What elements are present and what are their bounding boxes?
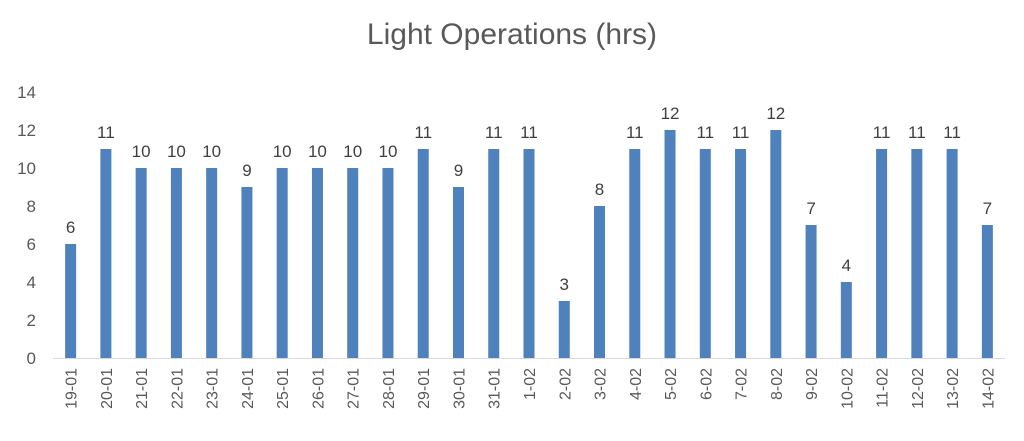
bar <box>488 149 500 358</box>
bar <box>311 168 323 358</box>
x-tick-label: 24-01 <box>240 368 257 409</box>
x-tick-label: 19-01 <box>64 368 81 409</box>
data-label: 11 <box>520 123 538 142</box>
bar <box>452 187 464 358</box>
data-label: 4 <box>842 256 851 275</box>
data-label: 11 <box>696 123 714 142</box>
y-tick-label: 4 <box>27 273 36 292</box>
data-label: 11 <box>626 123 644 142</box>
x-tick-label: 10-02 <box>839 368 856 409</box>
bar <box>135 168 147 358</box>
x-tick-label: 11-02 <box>875 368 892 408</box>
y-tick-label: 8 <box>27 197 36 216</box>
x-tick-label: 30-01 <box>451 368 468 409</box>
data-label: 12 <box>661 104 680 123</box>
bar <box>100 149 112 358</box>
bar <box>981 225 993 358</box>
data-label: 11 <box>732 123 750 142</box>
bar <box>735 149 747 358</box>
data-label: 10 <box>202 142 221 161</box>
bar <box>699 149 711 358</box>
x-tick-label: 8-02 <box>769 368 786 400</box>
data-label: 10 <box>343 142 362 161</box>
x-tick-label: 4-02 <box>628 368 645 400</box>
bar <box>65 244 77 358</box>
x-tick-label: 2-02 <box>557 368 574 400</box>
bar <box>523 149 535 358</box>
chart-title: Light Operations (hrs) <box>366 18 658 51</box>
bars <box>65 130 993 358</box>
x-tick-label: 20-01 <box>99 368 116 409</box>
data-label: 11 <box>97 123 115 142</box>
bar <box>382 168 394 358</box>
data-label: 9 <box>242 161 251 180</box>
data-label: 10 <box>167 142 186 161</box>
bar <box>911 149 923 358</box>
y-tick-label: 10 <box>17 159 36 178</box>
x-tick-label: 13-02 <box>945 368 962 409</box>
x-tick-label: 6-02 <box>698 368 715 400</box>
x-tick-label: 23-01 <box>205 368 222 409</box>
bar <box>594 206 606 358</box>
data-label: 10 <box>308 142 327 161</box>
y-tick-label: 12 <box>17 121 36 140</box>
x-tick-label: 1-02 <box>522 368 539 400</box>
data-label: 10 <box>273 142 292 161</box>
data-label: 7 <box>983 199 992 218</box>
x-tick-label: 28-01 <box>381 368 398 409</box>
y-tick-label: 14 <box>17 83 36 102</box>
bar <box>840 282 852 358</box>
data-label: 6 <box>66 218 75 237</box>
x-tick-label: 7-02 <box>734 368 751 400</box>
bar <box>276 168 288 358</box>
x-tick-label: 22-01 <box>169 368 186 409</box>
data-label: 9 <box>454 161 463 180</box>
data-label: 11 <box>414 123 432 142</box>
y-axis: 0 2 4 6 8 10 12 14 <box>17 83 36 368</box>
data-label: 10 <box>132 142 151 161</box>
data-label: 8 <box>595 180 604 199</box>
bar <box>417 149 429 358</box>
bar <box>770 130 782 358</box>
data-label: 11 <box>908 123 926 142</box>
x-tick-label: 14-02 <box>980 368 997 409</box>
y-tick-label: 0 <box>27 349 36 368</box>
x-tick-label: 21-01 <box>134 368 151 409</box>
data-label: 12 <box>766 104 785 123</box>
x-tick-label: 5-02 <box>663 368 680 400</box>
bar <box>664 130 676 358</box>
y-tick-label: 6 <box>27 235 36 254</box>
y-tick-label: 2 <box>27 311 36 330</box>
x-tick-label: 29-01 <box>416 368 433 409</box>
data-label: 11 <box>485 123 503 142</box>
data-label: 3 <box>560 275 569 294</box>
bar <box>206 168 218 358</box>
x-tick-label: 3-02 <box>593 368 610 400</box>
x-tick-label: 26-01 <box>310 368 327 409</box>
bar <box>876 149 888 358</box>
data-label: 7 <box>806 199 815 218</box>
x-tick-label: 9-02 <box>804 368 821 400</box>
bar <box>946 149 958 358</box>
bar <box>347 168 359 358</box>
data-label: 11 <box>943 123 961 142</box>
x-tick-label: 12-02 <box>910 368 927 409</box>
x-tick-label: 31-01 <box>487 368 504 409</box>
x-axis: 19-01 20-01 21-01 22-01 23-01 24-01 25-01 26-01… <box>64 368 998 409</box>
bar <box>170 168 182 358</box>
data-label: 11 <box>873 123 891 142</box>
x-tick-label: 25-01 <box>275 368 292 409</box>
data-labels: 6 11 10 10 10 9 10 10 10 10 11 9 11 11 3 8 11 12 11 11 12 7 4 1… <box>66 104 992 294</box>
bar <box>805 225 817 358</box>
bar <box>241 187 253 358</box>
bar <box>558 301 570 358</box>
bar <box>629 149 641 358</box>
x-tick-label: 27-01 <box>346 368 363 409</box>
data-label: 10 <box>379 142 398 161</box>
